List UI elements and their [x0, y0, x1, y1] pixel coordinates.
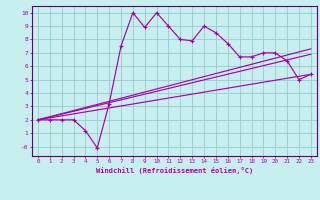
X-axis label: Windchill (Refroidissement éolien,°C): Windchill (Refroidissement éolien,°C): [96, 167, 253, 174]
